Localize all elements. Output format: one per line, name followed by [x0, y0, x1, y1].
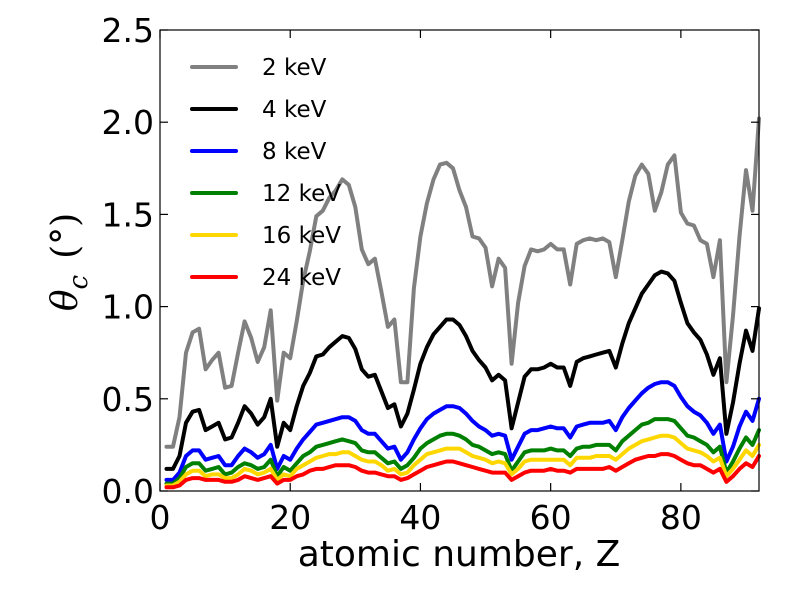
- x-tick-label: 0: [150, 498, 171, 537]
- y-tick-label: 0.5: [102, 380, 154, 419]
- x-tick-label: 60: [530, 498, 572, 537]
- plot-frame: [159, 29, 760, 492]
- y-tick-label: 1.0: [102, 288, 154, 327]
- series-line-12-kev: [164, 417, 761, 486]
- y-axis-subscript: c: [64, 274, 94, 289]
- ticks-layer: 0 20 40 60 80 0.0 0.5 1.0 1.5 2.0 2.5: [102, 11, 759, 537]
- legend-entry: 12 keV: [190, 181, 341, 207]
- legend-label: 12 keV: [262, 181, 341, 207]
- legend-entry: 16 keV: [190, 223, 341, 249]
- series-line-8-kev: [164, 380, 761, 482]
- series-layer: [164, 116, 761, 490]
- y-axis-title: θc (°): [45, 213, 94, 311]
- legend-entry: 2 keV: [190, 55, 327, 81]
- y-axis-unit: (°): [45, 213, 86, 259]
- x-tick-label: 20: [269, 498, 311, 537]
- legend: 2 keV 4 keV 8 keV 12 keV 16 keV 24 keV: [190, 55, 341, 291]
- x-tick-label: 80: [660, 498, 702, 537]
- y-tick-label: 2.5: [102, 11, 154, 50]
- series-line-16-kev: [164, 433, 761, 488]
- svg-text:θc(°): θc (°): [45, 213, 94, 311]
- y-tick-label: 2.0: [102, 103, 154, 142]
- y-tick-label: 1.5: [102, 195, 154, 234]
- legend-label: 24 keV: [262, 265, 341, 291]
- legend-label: 4 keV: [262, 97, 327, 123]
- series-line-4-kev: [164, 269, 761, 471]
- y-tick-label: 0.0: [102, 472, 154, 511]
- legend-label: 2 keV: [262, 55, 327, 81]
- legend-label: 16 keV: [262, 223, 341, 249]
- y-axis-symbol: θ: [45, 289, 86, 311]
- legend-entry: 8 keV: [190, 139, 327, 165]
- legend-entry: 24 keV: [190, 265, 341, 291]
- series-line-2-kev: [164, 116, 761, 449]
- legend-label: 8 keV: [262, 139, 327, 165]
- x-axis-title: atomic number, Z: [298, 534, 621, 575]
- series-line-24-kev: [164, 452, 761, 490]
- legend-entry: 4 keV: [190, 97, 327, 123]
- x-tick-label: 40: [399, 498, 441, 537]
